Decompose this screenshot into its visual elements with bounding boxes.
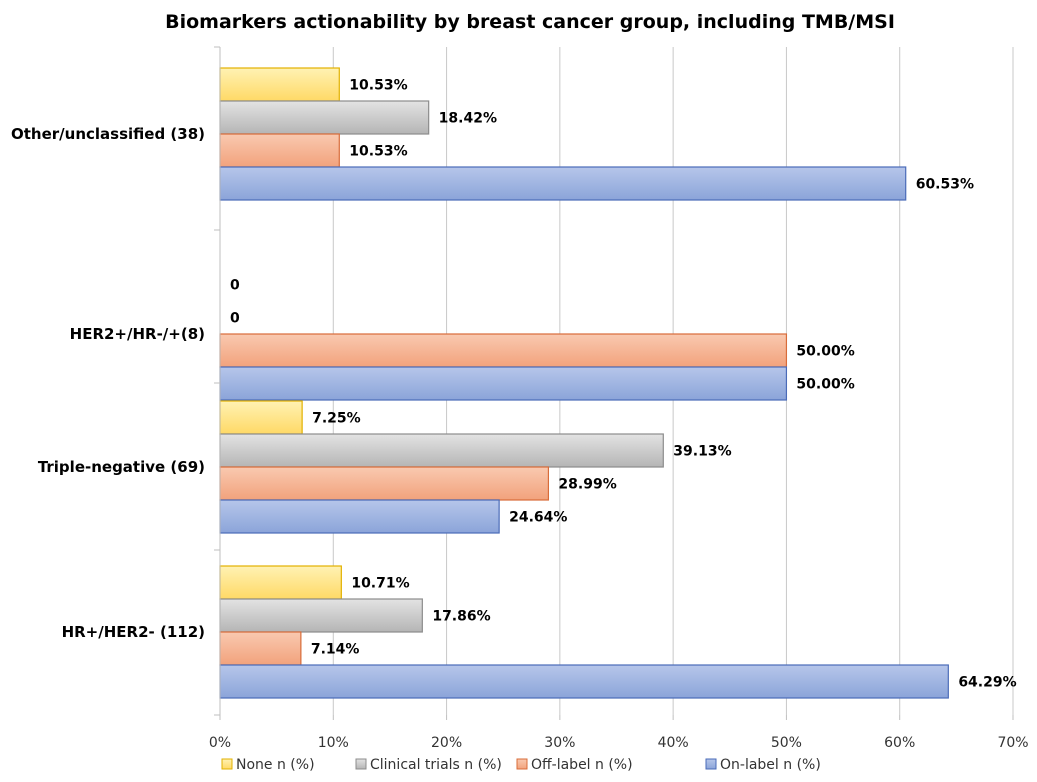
x-tick-label: 50%	[771, 735, 802, 751]
bar	[219, 565, 342, 600]
data-label: 0	[230, 311, 240, 327]
x-tick-label: 10%	[318, 735, 349, 751]
legend: None n (%) Clinical trials n (%) Off-label…	[221, 757, 821, 773]
category-label: HER2+/HR-/+(8)	[70, 325, 205, 343]
legend-label: Off-label n (%)	[531, 757, 633, 773]
bar	[219, 333, 788, 368]
category-label: Other/unclassified (38)	[11, 125, 205, 143]
data-label: 10.53%	[349, 144, 407, 160]
legend-swatch	[355, 758, 367, 770]
data-label: 0	[230, 278, 240, 294]
x-tick-label: 0%	[209, 735, 231, 751]
category-label: HR+/HER2- (112)	[62, 623, 205, 641]
data-label: 28.99%	[558, 477, 616, 493]
data-label: 10.53%	[349, 78, 407, 94]
x-tick-label: 60%	[884, 735, 915, 751]
data-label: 7.14%	[311, 642, 360, 658]
legend-label: On-label n (%)	[720, 757, 821, 773]
bar	[219, 133, 340, 168]
legend-swatch	[221, 758, 233, 770]
data-label: 7.25%	[312, 411, 361, 427]
bars	[219, 67, 949, 699]
bar	[219, 433, 664, 468]
data-label: 39.13%	[673, 444, 731, 460]
x-tick-label: 70%	[997, 735, 1028, 751]
bar	[219, 67, 340, 102]
axes: 0% 10% 20% 30% 40% 50% 60% 70% Other/unclassifie…	[11, 46, 1029, 751]
bar	[219, 466, 550, 501]
bar	[219, 499, 500, 534]
data-label: 10.71%	[351, 576, 409, 592]
x-tick-label: 20%	[431, 735, 462, 751]
bar	[219, 664, 949, 699]
chart-title: Biomarkers actionability by breast cance…	[165, 11, 895, 33]
bar	[219, 598, 423, 633]
bar	[219, 166, 907, 201]
x-tick-label: 40%	[658, 735, 689, 751]
data-labels: 10.53% 18.42% 10.53% 60.53% 0 0 50.00% 50.00% 7.…	[230, 78, 1017, 691]
bar	[219, 366, 788, 401]
bar	[219, 400, 303, 435]
data-label: 60.53%	[916, 177, 974, 193]
data-label: 50.00%	[796, 344, 854, 360]
bar	[219, 631, 302, 666]
data-label: 24.64%	[509, 510, 567, 526]
data-label: 17.86%	[432, 609, 490, 625]
data-label: 18.42%	[439, 111, 497, 127]
x-tick-label: 30%	[544, 735, 575, 751]
category-label: Triple-negative (69)	[38, 458, 205, 476]
legend-label: None n (%)	[236, 757, 315, 773]
bar	[219, 100, 430, 135]
legend-label: Clinical trials n (%)	[370, 757, 502, 773]
data-label: 50.00%	[796, 377, 854, 393]
data-label: 64.29%	[958, 675, 1016, 691]
legend-swatch	[516, 758, 528, 770]
legend-swatch	[705, 758, 717, 770]
